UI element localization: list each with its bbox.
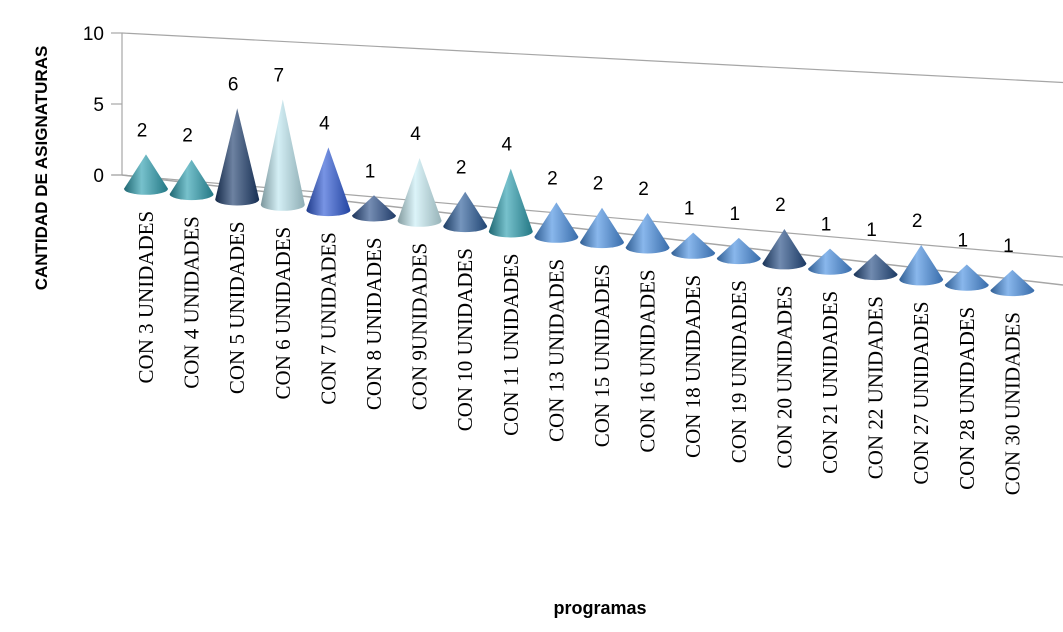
category-label: CON 15 UNIDADES xyxy=(590,264,614,447)
cone-16 xyxy=(808,248,852,275)
data-label: 2 xyxy=(775,195,786,216)
data-label: 1 xyxy=(866,220,877,241)
data-label: 4 xyxy=(410,124,421,145)
cone-body xyxy=(580,207,624,249)
data-label: 7 xyxy=(274,65,285,86)
cone-body xyxy=(443,191,488,233)
cone-body xyxy=(671,232,716,259)
y-axis-title: CANTIDAD DE ASIGNATURAS xyxy=(32,46,51,291)
cone-body xyxy=(944,264,989,291)
cone-body xyxy=(488,168,533,238)
category-label: CON 4 UNIDADES xyxy=(180,216,204,389)
cone-17 xyxy=(853,253,898,281)
category-label: CON 7 UNIDADES xyxy=(316,232,340,405)
cones-layer xyxy=(124,99,1035,297)
category-label: CON 27 UNIDADES xyxy=(909,301,933,484)
cone-8 xyxy=(443,191,488,233)
data-label: 2 xyxy=(638,179,649,200)
category-label: CON 30 UNIDADES xyxy=(1000,312,1024,495)
data-label: 2 xyxy=(456,158,467,179)
data-label: 1 xyxy=(821,215,832,236)
cone-20 xyxy=(990,269,1035,297)
cone-2 xyxy=(169,159,214,201)
category-label: CON 10 UNIDADES xyxy=(453,248,477,431)
back-wall-top xyxy=(121,32,1063,84)
cone-13 xyxy=(671,232,716,259)
cone-body xyxy=(397,157,442,227)
cone-18 xyxy=(899,245,944,286)
cone-body xyxy=(762,229,807,270)
cone-body xyxy=(124,154,168,195)
y-tick-label: 10 xyxy=(83,24,104,45)
x-axis-title: programas xyxy=(553,598,646,618)
category-label: CON 19 UNIDADES xyxy=(727,280,751,463)
data-label: 1 xyxy=(958,231,969,252)
cone-3 xyxy=(215,108,260,206)
cone-body xyxy=(853,253,898,281)
cone-body xyxy=(808,248,852,275)
cone-body xyxy=(716,237,761,265)
cone-1 xyxy=(124,154,168,195)
category-label: CON 28 UNIDADES xyxy=(955,307,979,490)
data-label: 1 xyxy=(365,161,376,182)
cone-body xyxy=(990,269,1035,297)
cone-7 xyxy=(397,157,442,227)
cone-9 xyxy=(488,168,533,238)
category-label: CON 16 UNIDADES xyxy=(636,269,660,452)
cone-body xyxy=(534,202,579,243)
cone-body xyxy=(215,108,260,206)
category-label: CON 6 UNIDADES xyxy=(271,227,295,400)
cone-body xyxy=(169,159,214,201)
data-label: 1 xyxy=(730,204,741,225)
cone-4 xyxy=(260,99,305,211)
category-label: CON 11 UNIDADES xyxy=(499,253,523,435)
y-axis: 0 5 10 xyxy=(83,24,122,187)
cone-body xyxy=(260,99,305,211)
data-label: 2 xyxy=(182,126,193,147)
data-labels-layer: 2 2 6 7 4 1 4 2 4 2 2 2 1 1 2 1 1 2 1 1 xyxy=(137,65,1014,256)
cone-14 xyxy=(716,237,761,265)
cone-body xyxy=(625,213,670,254)
data-label: 4 xyxy=(319,113,330,134)
data-label: 4 xyxy=(502,135,513,156)
category-label: CON 9UNIDADES xyxy=(408,243,432,410)
category-label: CON 21 UNIDADES xyxy=(818,291,842,474)
cone-body xyxy=(899,245,944,286)
data-label: 1 xyxy=(1003,236,1014,257)
category-label: CON 20 UNIDADES xyxy=(772,285,796,468)
cone-body xyxy=(352,195,396,222)
data-label: 2 xyxy=(137,120,148,141)
cone-10 xyxy=(534,202,579,243)
y-tick-label: 5 xyxy=(93,95,104,116)
cone-6 xyxy=(352,195,396,222)
category-label: CON 18 UNIDADES xyxy=(681,275,705,458)
category-label: CON 13 UNIDADES xyxy=(544,259,568,442)
cone-15 xyxy=(762,229,807,270)
data-label: 2 xyxy=(547,168,558,189)
category-label: CON 5 UNIDADES xyxy=(225,221,249,394)
category-label: CON 22 UNIDADES xyxy=(864,296,888,479)
data-label: 1 xyxy=(684,199,695,220)
cone-11 xyxy=(580,207,624,249)
category-label: CON 8 UNIDADES xyxy=(362,237,386,410)
y-tick-label: 0 xyxy=(93,166,104,187)
cone-12 xyxy=(625,213,670,254)
data-label: 6 xyxy=(228,74,239,95)
cone-body xyxy=(306,147,351,217)
cone-5 xyxy=(306,147,351,217)
category-label: CON 3 UNIDADES xyxy=(134,211,158,384)
category-labels-layer: CON 3 UNIDADES CON 4 UNIDADES CON 5 UNIDAD… xyxy=(134,211,1024,495)
cone-19 xyxy=(944,264,989,291)
data-label: 2 xyxy=(593,174,604,195)
data-label: 2 xyxy=(912,211,923,232)
